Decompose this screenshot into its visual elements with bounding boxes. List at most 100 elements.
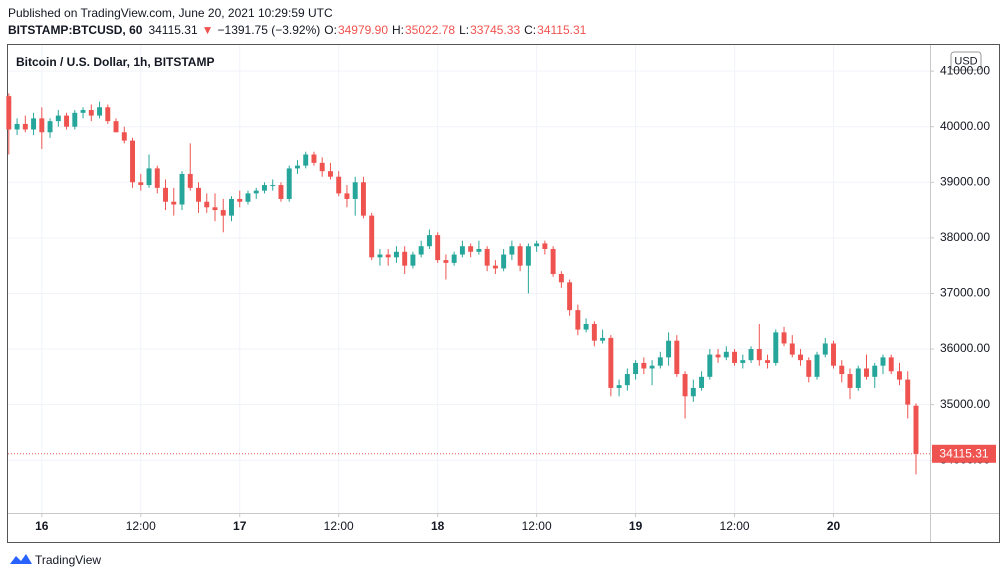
candle-body	[888, 357, 894, 372]
x-tick-label: 12:00	[720, 519, 750, 533]
candle-body	[138, 182, 144, 186]
y-tick-label: 39000.00	[940, 174, 990, 188]
candle-body	[105, 107, 111, 122]
candle-body	[616, 385, 622, 388]
candle-body	[822, 343, 828, 355]
candle-body	[121, 132, 127, 141]
candle-body	[303, 154, 309, 166]
candle-body	[517, 246, 523, 266]
candle-body	[171, 201, 177, 205]
x-tick-label: 20	[827, 519, 841, 533]
candle-body	[484, 248, 490, 266]
symbol: BITSTAMP:BTCUSD, 60	[8, 23, 143, 37]
logo-icon	[10, 554, 32, 564]
candle-body	[468, 246, 474, 252]
candle-body	[229, 198, 234, 216]
candle-body	[327, 171, 333, 177]
x-tick-label: 12:00	[126, 519, 156, 533]
candle-body	[270, 185, 276, 187]
c-label: C:	[524, 23, 536, 37]
candle-body	[666, 340, 672, 358]
candle-body	[591, 324, 597, 341]
l-label: L:	[459, 23, 469, 37]
candle-body	[196, 187, 201, 202]
candle-body	[55, 115, 61, 122]
candle-body	[600, 337, 606, 341]
y-tick-label: 38000.00	[940, 230, 990, 244]
candle-body	[501, 254, 507, 269]
candle-body	[113, 121, 119, 133]
candle-body	[509, 246, 515, 255]
candle-body	[814, 354, 820, 377]
candle-body	[723, 351, 729, 358]
candle-body	[492, 265, 498, 269]
grid	[8, 45, 930, 513]
candle-body	[344, 193, 350, 199]
quote-line: 34115.31 ▼ −1391.75 (−3.92%) O: 34979.90 H: 35…	[148, 23, 586, 37]
candle-body	[237, 198, 243, 202]
candle-body	[748, 349, 754, 361]
candle-body	[72, 112, 78, 127]
candles	[6, 93, 919, 475]
candle-body	[542, 243, 548, 249]
candle-body	[839, 365, 845, 375]
candle-body	[294, 165, 300, 169]
candle-body	[360, 182, 366, 216]
published-note: Published on TradingView.com, June 20, 2…	[8, 6, 333, 20]
h-label: H:	[392, 23, 404, 37]
candle-body	[525, 246, 531, 266]
y-tick-label: 41000.00	[940, 63, 990, 77]
candle-body	[163, 187, 168, 202]
candle-body	[130, 140, 136, 183]
candle-body	[278, 185, 284, 199]
candle-body	[756, 349, 762, 361]
candle-body	[410, 254, 416, 266]
candle-body	[451, 254, 457, 263]
symbol-line: BITSTAMP:BTCUSD, 60	[8, 23, 143, 37]
candle-body	[789, 343, 795, 355]
currency-box	[950, 51, 982, 71]
x-tick-label: 19	[629, 519, 643, 533]
candle-body	[690, 387, 696, 397]
candle-body	[773, 332, 779, 363]
candle-body	[608, 337, 614, 388]
y-tick-label: 36000.00	[940, 341, 990, 355]
candle-body	[64, 115, 70, 127]
candle-body	[14, 123, 20, 130]
candle-body	[699, 376, 705, 388]
candle-body	[897, 371, 902, 380]
low: 33745.33	[470, 23, 520, 37]
chart-title: Bitcoin / U.S. Dollar, 1h, BITSTAMP	[16, 55, 214, 69]
last-price-box	[932, 444, 996, 463]
x-tick-label: 12:00	[522, 519, 552, 533]
candle-body	[715, 354, 721, 358]
candle-body	[352, 182, 358, 199]
y-tick-label: 35000.00	[940, 397, 990, 411]
close: 34115.31	[537, 23, 586, 37]
candle-body	[476, 248, 482, 252]
candle-body	[732, 351, 738, 363]
candle-body	[558, 273, 564, 283]
candle-body	[80, 110, 86, 113]
candle-body	[740, 360, 746, 363]
candle-body	[459, 246, 465, 255]
candle-body	[426, 235, 432, 247]
candle-body	[649, 365, 655, 369]
brand: TradingView	[35, 553, 101, 567]
candle-body	[550, 248, 556, 274]
candle-body	[245, 193, 251, 202]
candle-body	[880, 357, 886, 366]
candle-body	[905, 379, 911, 405]
candle-body	[855, 368, 861, 388]
candle-body	[435, 235, 441, 261]
candle-body	[781, 332, 787, 344]
x-tick-label: 17	[233, 519, 247, 533]
candle-body	[47, 121, 53, 133]
candle-body	[798, 354, 803, 361]
candle-body	[22, 123, 28, 130]
candle-body	[657, 357, 663, 366]
candle-body	[806, 360, 812, 377]
candle-body	[6, 96, 12, 130]
candle-body	[97, 107, 103, 116]
